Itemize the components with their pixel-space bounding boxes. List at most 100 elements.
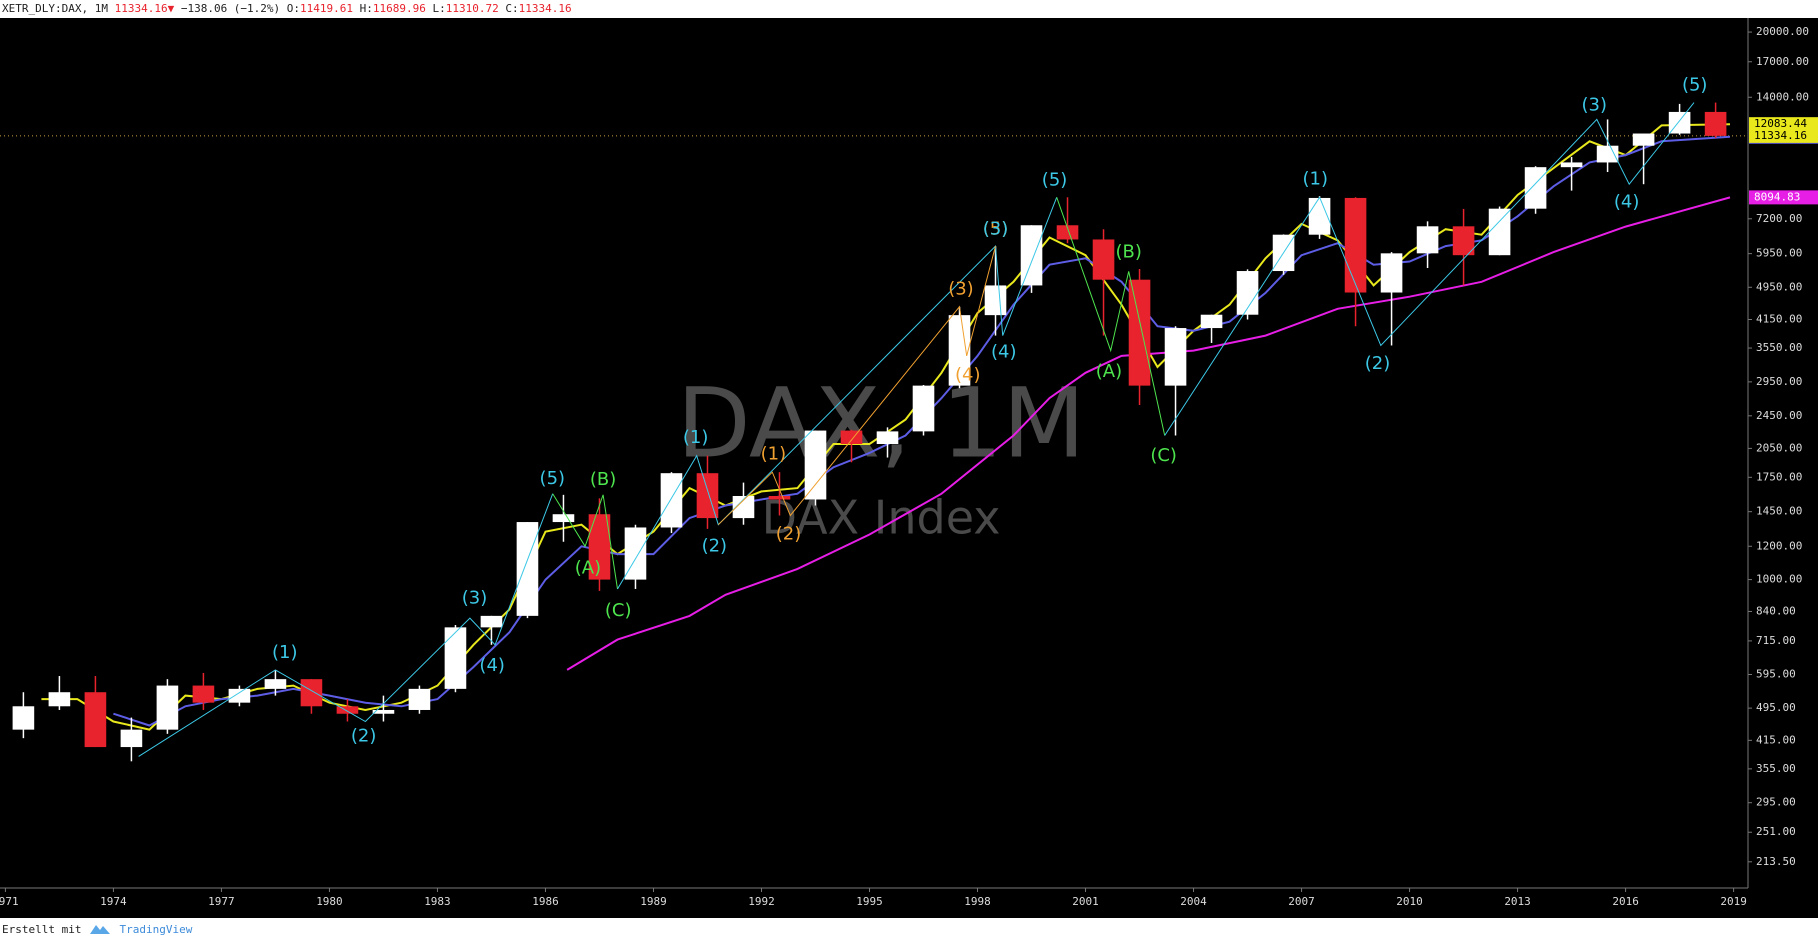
candle-body — [1308, 197, 1331, 235]
ohlc-value: 11689.96 — [372, 2, 426, 15]
candle-body — [444, 627, 467, 689]
wave-label: (3) — [948, 279, 974, 300]
y-tick-label: 7200.00 — [1756, 212, 1802, 225]
y-tick-label: 595.00 — [1756, 667, 1796, 680]
wave-label: (A) — [1096, 361, 1122, 382]
x-tick-label: 1992 — [748, 895, 775, 908]
x-tick-label: 1986 — [532, 895, 559, 908]
wave-label: (4) — [991, 341, 1017, 362]
price-tag — [1749, 190, 1818, 205]
y-tick-label: 17000.00 — [1756, 55, 1809, 68]
watermark-title: DAX, 1M — [677, 367, 1086, 479]
candle-body — [408, 688, 431, 710]
x-tick-label: 2010 — [1396, 895, 1423, 908]
ohlc-label: H: — [359, 2, 373, 15]
candle-body — [1020, 225, 1043, 286]
candle-body — [1344, 197, 1367, 293]
x-tick-label: 1980 — [316, 895, 343, 908]
ohlc: O:11419.61 H:11689.96 L:11310.72 C:11334… — [287, 2, 572, 15]
wave-line — [717, 245, 996, 526]
price-tag-label: 8094.83 — [1754, 190, 1800, 203]
x-tick-label: 1995 — [856, 895, 883, 908]
wave-label: (4) — [955, 365, 981, 386]
candle-body — [912, 385, 935, 432]
wave-line — [617, 197, 1058, 590]
y-tick-label: 1000.00 — [1756, 573, 1802, 586]
moving-average — [566, 196, 1731, 671]
x-tick-label: 2004 — [1180, 895, 1207, 908]
x-tick-label: 1989 — [640, 895, 667, 908]
candle-body — [1524, 167, 1547, 209]
wave-label: (2) — [702, 535, 728, 556]
x-tick-label: 2013 — [1504, 895, 1531, 908]
candle-body — [1632, 133, 1655, 146]
x-tick-label: 1983 — [424, 895, 451, 908]
candle-body — [1596, 145, 1619, 163]
candle-body — [1704, 111, 1727, 136]
y-tick-label: 3550.00 — [1756, 341, 1802, 354]
brand: TradingView — [119, 922, 193, 936]
y-tick-label: 2950.00 — [1756, 375, 1802, 388]
wave-label: (3) — [462, 588, 488, 609]
candle-body — [948, 315, 971, 386]
y-tick-label: 355.00 — [1756, 762, 1796, 775]
y-tick-label: 2450.00 — [1756, 409, 1802, 422]
candle-body — [300, 679, 323, 707]
candle-body — [1488, 208, 1511, 256]
wave-line — [138, 493, 554, 757]
candle-body — [228, 688, 251, 703]
wave-label: (5) — [1042, 170, 1068, 191]
axes: 213.50 251.00 295.00 355.00 415.00 495.00 595.… — [0, 25, 1818, 908]
candle-body — [840, 430, 863, 444]
x-tick-label: 1974 — [100, 895, 127, 908]
candle-body — [552, 514, 575, 523]
x-tick-label: 2007 — [1288, 895, 1315, 908]
x-tick-label: 1998 — [964, 895, 991, 908]
candle-body — [876, 431, 899, 444]
wave-label: (2) — [351, 725, 377, 746]
y-tick-label: 2050.00 — [1756, 441, 1802, 454]
wave-line — [552, 493, 618, 590]
y-tick-label: 4150.00 — [1756, 312, 1802, 325]
wave-label: (4) — [479, 655, 505, 676]
header: XETR_DLY:DAX, 1M 11334.16▼ −138.06 (−1.2… — [2, 2, 572, 18]
price-tag-label: 12083.44 — [1754, 117, 1807, 130]
ohlc-value: 11419.61 — [300, 2, 354, 15]
footer: Erstellt mit TradingView — [2, 922, 192, 936]
wave-label: (1) — [761, 444, 787, 465]
candle-body — [264, 679, 287, 689]
watermark-subtitle: DAX Index — [762, 491, 1001, 545]
x-tick-label: 2016 — [1612, 895, 1639, 908]
wave-label: (C) — [1150, 445, 1177, 466]
price-tag — [1749, 128, 1818, 143]
wave-label: (5) — [1682, 75, 1708, 96]
ohlc-value: 11334.16 — [518, 2, 572, 15]
y-tick-label: 415.00 — [1756, 733, 1796, 746]
plot: (1)(2)(3)(4)(5)(A)(B)(C)(1)(2)(1)(2)(3)(… — [0, 75, 1748, 762]
y-tick-label: 20000.00 — [1756, 25, 1809, 38]
candle-body — [84, 692, 107, 748]
wave-label: (C) — [605, 600, 632, 621]
candle-body — [1128, 279, 1151, 386]
candle-body — [120, 729, 143, 748]
x-tick-label: 1971 — [0, 895, 19, 908]
last-price: 11334.16 — [114, 2, 168, 15]
y-tick-label: 1200.00 — [1756, 539, 1802, 552]
price-tag — [1749, 117, 1818, 132]
candle-body — [804, 430, 827, 500]
ohlc-label: L: — [432, 2, 446, 15]
x-tick-label: 2001 — [1072, 895, 1099, 908]
candle-body — [516, 522, 539, 616]
made-with: Erstellt mit — [2, 922, 82, 936]
change: −138.06 (−1.2%) — [180, 2, 281, 15]
candle-body — [1236, 271, 1259, 315]
y-tick-label: 4950.00 — [1756, 280, 1802, 293]
wave-line — [1164, 102, 1695, 436]
y-tick-label: 715.00 — [1756, 634, 1796, 647]
candle-body — [624, 527, 647, 580]
candle-body — [1164, 328, 1187, 386]
candle-body — [1092, 239, 1115, 280]
candle-body — [660, 473, 683, 528]
wave-label: (3) — [1582, 94, 1608, 115]
wave-label: (B) — [1116, 242, 1142, 263]
